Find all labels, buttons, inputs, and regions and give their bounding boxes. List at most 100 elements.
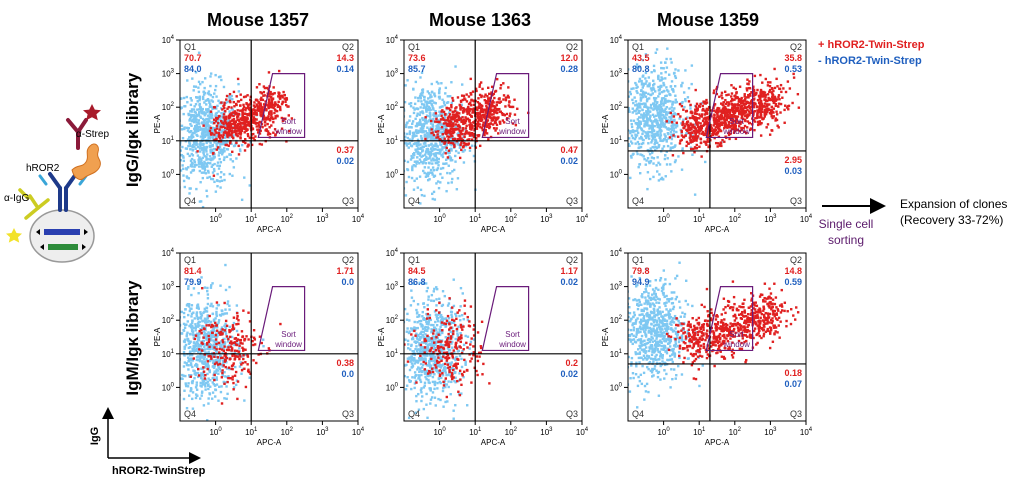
y-tick-label-2: 102 [386, 102, 399, 112]
y-tick-label-5: 101 [386, 349, 399, 359]
y-tick-label-5: 104 [386, 248, 399, 258]
y-tick-label-3: 103 [610, 69, 623, 79]
x-tick-label-3: 101 [693, 214, 706, 224]
vh-gene-bar [44, 229, 80, 235]
q2-positive-value-3: 35.8 [784, 53, 802, 63]
x-axis-label-4: APC-A [257, 438, 282, 447]
q1-label-3: Q1 [632, 42, 644, 52]
q3-negative-value-1: 0.02 [336, 156, 354, 166]
y-tick-label-2: 101 [386, 136, 399, 146]
q2-label-5: Q2 [566, 255, 578, 265]
q1-positive-value-3: 43.5 [632, 53, 650, 63]
y-tick-label-2: 104 [386, 35, 399, 45]
x-tick-label-3: 102 [729, 214, 742, 224]
q1-label-2: Q1 [408, 42, 420, 52]
gate-label-5: window [498, 340, 526, 349]
cell-schematic: α-Strep hROR2 α-IgG [4, 104, 109, 262]
panel-3: Sortwindow100100101101102102103103104104… [601, 35, 813, 234]
plot-frame-5 [404, 253, 582, 421]
x-tick-label-5: 102 [505, 427, 518, 437]
x-tick-label-1: 104 [352, 214, 365, 224]
x-tick-label-6: 103 [764, 427, 777, 437]
q3-positive-value-6: 0.18 [784, 368, 802, 378]
row-label-igg: IgG/Igκ library [123, 72, 142, 187]
axis-arrow-y-label: IgG [89, 427, 101, 445]
q3-negative-value-5: 0.02 [560, 369, 578, 379]
x-tick-label-1: 101 [245, 214, 258, 224]
gate-label-6: Sort [729, 330, 744, 339]
x-tick-label-1: 102 [281, 214, 294, 224]
q3-positive-value-4: 0.38 [336, 358, 354, 368]
q2-label-6: Q2 [790, 255, 802, 265]
x-tick-label-6: 100 [657, 427, 670, 437]
x-axis-label-2: APC-A [481, 225, 506, 234]
q4-label-1: Q4 [184, 196, 196, 206]
x-tick-label-4: 104 [352, 427, 365, 437]
x-tick-label-6: 101 [693, 427, 706, 437]
y-tick-label-3: 100 [610, 169, 623, 179]
x-tick-label-6: 102 [729, 427, 742, 437]
q2-positive-value-6: 14.8 [784, 266, 802, 276]
y-axis-label-2: PE-A [377, 114, 386, 133]
gate-label-2: Sort [505, 117, 520, 126]
panel-4: Sortwindow100100101101102102103103104104… [153, 248, 365, 447]
q2-label-1: Q2 [342, 42, 354, 52]
y-axis-label-1: PE-A [153, 114, 162, 133]
x-tick-label-2: 102 [505, 214, 518, 224]
y-axis-label-3: PE-A [601, 114, 610, 133]
q2-positive-value-2: 12.0 [560, 53, 578, 63]
y-tick-label-1: 102 [162, 102, 175, 112]
x-tick-label-1: 103 [316, 214, 329, 224]
gate-label-1: Sort [281, 117, 296, 126]
q1-label-6: Q1 [632, 255, 644, 265]
column-title-3: Mouse 1359 [657, 10, 759, 30]
gate-label-5: Sort [505, 330, 520, 339]
y-tick-label-1: 100 [162, 169, 175, 179]
x-tick-label-5: 104 [576, 427, 589, 437]
y-tick-label-2: 103 [386, 69, 399, 79]
y-tick-label-4: 102 [162, 315, 175, 325]
y-axis-label-6: PE-A [601, 327, 610, 346]
q3-label-4: Q3 [342, 409, 354, 419]
x-axis-label-1: APC-A [257, 225, 282, 234]
gate-label-3: Sort [729, 117, 744, 126]
expansion-label-1: Expansion of clones [900, 197, 1007, 211]
q2-negative-value-6: 0.59 [784, 277, 802, 287]
q1-label-1: Q1 [184, 42, 196, 52]
gate-label-4: window [274, 340, 302, 349]
q2-negative-value-2: 0.28 [560, 64, 578, 74]
q4-label-4: Q4 [184, 409, 196, 419]
axis-arrow-x-label: hROR2-TwinStrep [112, 465, 206, 477]
q1-negative-value-1: 84.0 [184, 64, 202, 74]
x-tick-label-3: 104 [800, 214, 813, 224]
x-tick-label-5: 100 [433, 427, 446, 437]
y-tick-label-2: 100 [386, 169, 399, 179]
x-axis-label-5: APC-A [481, 438, 506, 447]
gate-label-3: window [722, 127, 750, 136]
gate-label-4: Sort [281, 330, 296, 339]
q1-positive-value-1: 70.7 [184, 53, 202, 63]
scatter-points-4 [155, 264, 282, 424]
apc-star-icon [83, 104, 101, 120]
x-tick-label-3: 100 [657, 214, 670, 224]
q2-positive-value-1: 14.3 [336, 53, 354, 63]
q1-label-5: Q1 [408, 255, 420, 265]
y-tick-label-3: 104 [610, 35, 623, 45]
panel-5: Sortwindow100100101101102102103103104104… [377, 239, 589, 447]
x-tick-label-2: 101 [469, 214, 482, 224]
x-tick-label-2: 100 [433, 214, 446, 224]
q3-positive-value-2: 0.47 [560, 145, 578, 155]
gate-label-1: window [274, 127, 302, 136]
y-tick-label-5: 103 [386, 282, 399, 292]
q3-label-2: Q3 [566, 196, 578, 206]
strep-label: α-Strep [76, 129, 109, 140]
y-tick-label-4: 101 [162, 349, 175, 359]
axis-arrows: IgG hROR2-TwinStrep [89, 410, 206, 477]
x-tick-label-4: 102 [281, 427, 294, 437]
x-tick-label-5: 101 [469, 427, 482, 437]
q3-label-6: Q3 [790, 409, 802, 419]
q3-negative-value-4: 0.0 [341, 369, 354, 379]
scatter-points-5 [380, 239, 490, 420]
